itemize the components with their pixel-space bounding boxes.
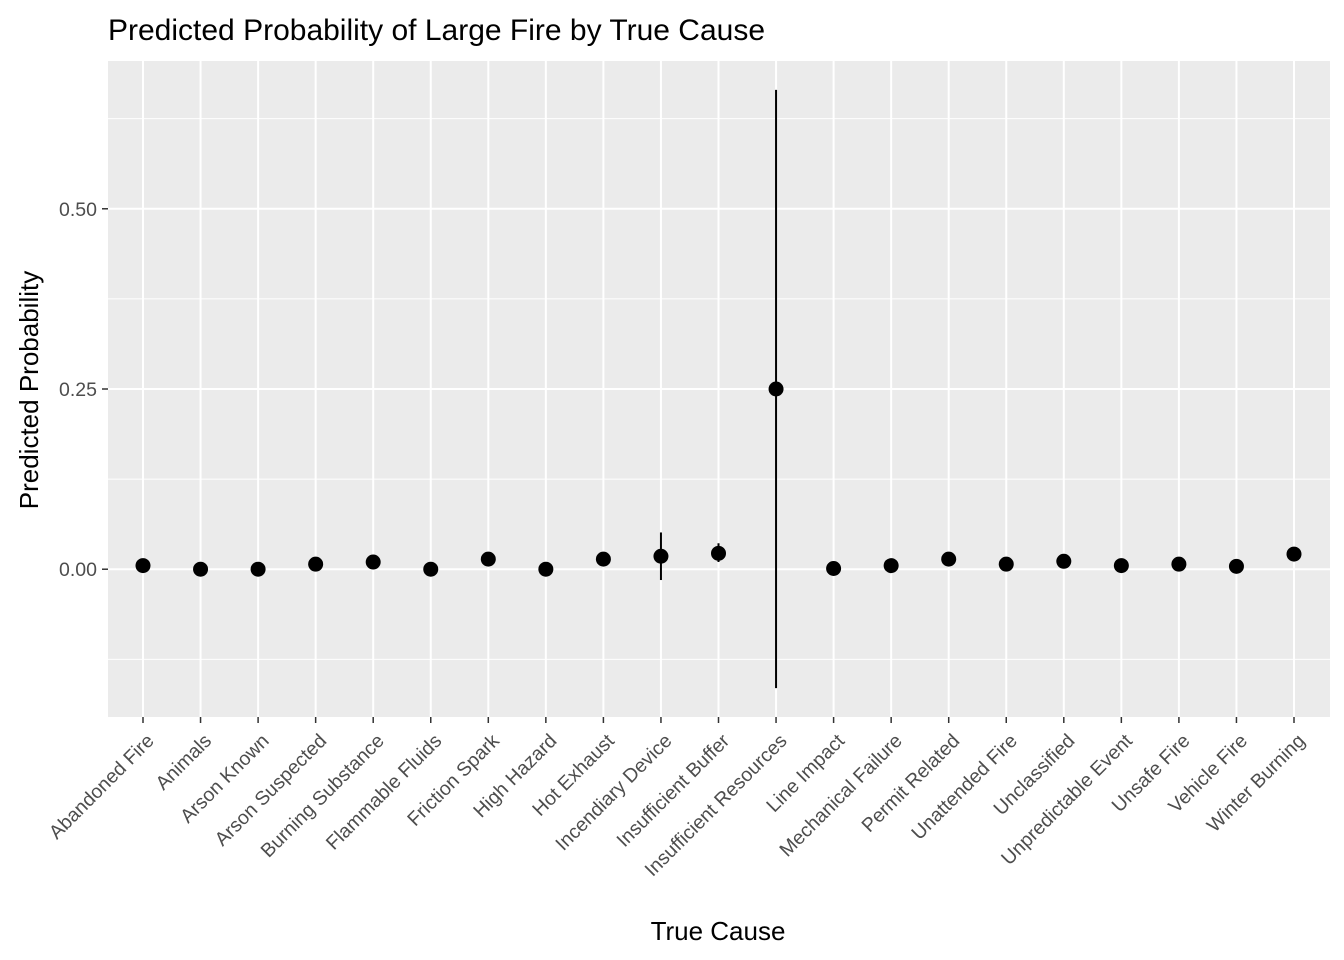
x-tick-label: Abandoned Fire [45, 730, 159, 844]
data-point [595, 551, 611, 567]
y-tick-label: 0.50 [59, 199, 97, 221]
data-point [365, 554, 381, 570]
data-point [193, 561, 209, 577]
y-axis: 0.00 0.25 0.50 [59, 199, 108, 581]
data-point [1113, 558, 1129, 574]
data-point [826, 560, 842, 576]
point-layer [135, 381, 1302, 577]
y-tick-label: 0.25 [59, 379, 97, 401]
x-tick-label: Unattended Fire [907, 730, 1021, 844]
data-point [998, 556, 1014, 572]
data-point [538, 561, 554, 577]
data-point [1171, 556, 1187, 572]
data-point [1056, 553, 1072, 569]
data-point [308, 556, 324, 572]
chart-title: Predicted Probability of Large Fire by T… [108, 14, 765, 47]
y-axis-title: Predicted Probability [14, 271, 44, 509]
y-tick-label: 0.00 [59, 559, 97, 581]
data-point [768, 381, 784, 397]
data-point [1286, 546, 1302, 562]
x-tick-label: Winter Burning [1203, 730, 1310, 837]
x-axis-title: True Cause [651, 916, 786, 946]
data-point [941, 551, 957, 567]
x-tick-label: Permit Related [857, 730, 964, 837]
data-point [250, 561, 266, 577]
data-point [883, 558, 899, 574]
data-point [480, 551, 496, 567]
data-point [711, 545, 726, 561]
data-point [135, 558, 151, 574]
data-point [653, 548, 669, 564]
grid-layer [108, 61, 1330, 717]
data-point [1228, 558, 1244, 574]
data-point [423, 561, 439, 577]
